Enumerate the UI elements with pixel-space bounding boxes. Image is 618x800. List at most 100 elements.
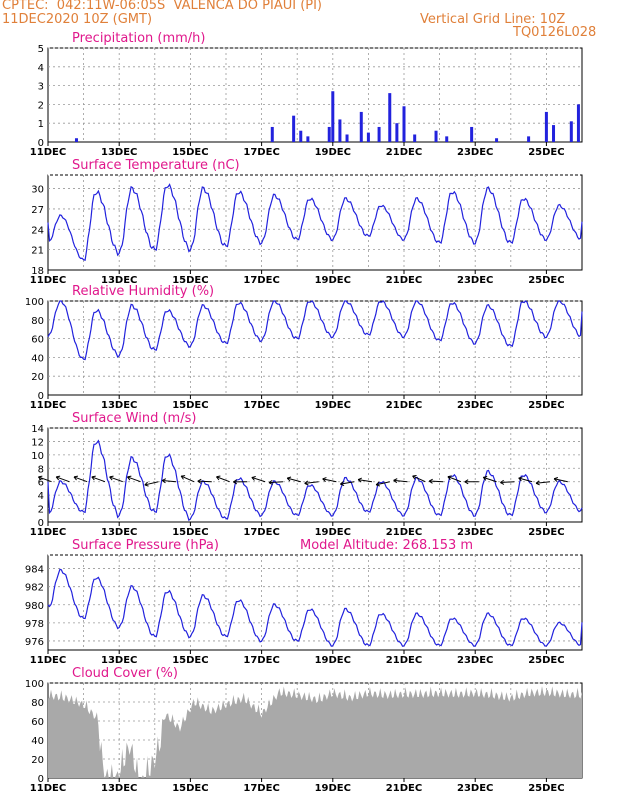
cloud-xtick-label: 21DEC [386, 783, 422, 794]
press-xtick-label: 25DEC [528, 655, 564, 666]
wind-arrow-head [340, 481, 345, 487]
precip-xtick-label: 21DEC [386, 147, 422, 158]
cloud-ytick-label: 20 [31, 755, 44, 766]
wind-arrow [518, 477, 533, 483]
precip-bar [470, 126, 474, 142]
wind-arrow-head [161, 478, 167, 484]
temp-ytick-label: 21 [31, 246, 44, 257]
wind-xtick-label: 19DEC [315, 527, 351, 538]
wind-arrow [447, 476, 462, 483]
rh-xtick-label: 25DEC [528, 400, 564, 411]
press-title: Surface Pressure (hPa) [72, 538, 219, 553]
press-ytick-label: 982 [25, 583, 44, 594]
wind-arrow [56, 476, 70, 483]
rh-xtick-label: 13DEC [101, 400, 137, 411]
wind-arrow-head [518, 476, 523, 482]
wind-arrow-head [127, 475, 132, 481]
precip-bar [292, 115, 296, 142]
wind-arrow [197, 480, 212, 483]
temp-xtick-label: 13DEC [101, 275, 137, 286]
precip-xtick-label: 25DEC [528, 147, 564, 158]
temp-xtick-label: 19DEC [315, 275, 351, 286]
wind-arrow-head [322, 477, 327, 482]
rh-panel: 0 20 40 60 80 100 11DEC 13DEC 15DEC 17DEC 19DEC 21D… [25, 284, 583, 411]
press-xtick-label: 23DEC [457, 655, 493, 666]
precip-ytick-label: 1 [38, 119, 44, 130]
wind-ytick-label: 0 [38, 518, 44, 529]
wind-arrow [73, 476, 88, 483]
wind-arrow [375, 481, 390, 486]
cloud-xtick-label: 13DEC [101, 783, 137, 794]
wind-xtick-label: 23DEC [457, 527, 493, 538]
wind-arrow [38, 476, 52, 483]
wind-ytick-label: 10 [31, 451, 44, 462]
precip-bar [402, 106, 406, 142]
precip-bar [327, 126, 331, 142]
precip-bar [395, 123, 399, 142]
wind-ytick-label: 6 [38, 478, 44, 489]
temp-xtick-label: 25DEC [528, 275, 564, 286]
wind-series-line [47, 439, 583, 522]
precip-frame [47, 47, 583, 143]
precip-xtick-label: 23DEC [457, 147, 493, 158]
wind-arrow [162, 479, 177, 483]
wind-xtick-label: 15DEC [172, 527, 208, 538]
temp-xtick-label: 11DEC [30, 275, 66, 286]
press-xtick-label: 13DEC [101, 655, 137, 666]
precip-bar [527, 136, 531, 142]
wind-ytick-label: 12 [31, 437, 44, 448]
wind-frame [47, 427, 583, 523]
wind-ytick-label: 2 [38, 505, 44, 516]
wind-arrow-head [447, 475, 452, 481]
wind-ytick-label: 14 [31, 424, 44, 435]
wind-arrow [340, 481, 355, 485]
wind-arrow [91, 476, 106, 483]
temp-ytick-label: 27 [31, 205, 44, 216]
temp-title: Surface Temperature (nC) [72, 158, 240, 173]
wind-arrow [268, 481, 283, 484]
temp-panel: 18 21 24 27 30 11DEC 13DEC 15DEC 17DEC 19DEC 21DEC… [30, 158, 583, 286]
wind-arrow-head [268, 479, 273, 485]
wind-arrow [144, 481, 159, 486]
wind-xtick-label: 17DEC [243, 527, 279, 538]
rh-xtick-label: 21DEC [386, 400, 422, 411]
cloud-xtick-label: 25DEC [528, 783, 564, 794]
precip-bar [544, 111, 548, 142]
wind-arrow-head [412, 475, 417, 480]
wind-arrow-head [482, 475, 488, 481]
temp-ytick-label: 30 [31, 185, 44, 196]
wind-xtick-label: 25DEC [528, 527, 564, 538]
rh-xtick-label: 11DEC [30, 400, 66, 411]
press-ytick-label: 980 [25, 601, 44, 612]
precip-bar [495, 138, 499, 142]
wind-arrow-head [553, 476, 559, 482]
wind-arrow-head [144, 481, 149, 487]
precip-bar [576, 104, 580, 142]
cloud-xtick-label: 17DEC [243, 783, 279, 794]
precip-ytick-label: 3 [38, 82, 44, 93]
wind-arrow-head [535, 480, 540, 486]
press-ytick-label: 984 [25, 565, 44, 576]
wind-arrow-head [180, 475, 186, 480]
wind-arrow [535, 481, 551, 484]
header-grid-note: Vertical Grid Line: 10Z [420, 12, 566, 27]
precip-bar [388, 93, 392, 142]
precip-xtick-label: 17DEC [243, 147, 279, 158]
rh-ytick-label: 60 [31, 335, 44, 346]
wind-arrow-head [216, 475, 221, 481]
wind-arrow [287, 477, 301, 483]
cloud-ytick-label: 40 [31, 736, 44, 747]
press-xtick-label: 19DEC [315, 655, 351, 666]
precip-ytick-label: 4 [38, 63, 44, 74]
wind-arrow [393, 479, 408, 483]
header-date: 11DEC2020 10Z (GMT) [2, 12, 153, 27]
wind-title: Surface Wind (m/s) [72, 411, 196, 426]
wind-arrow [216, 476, 230, 483]
wind-xtick-label: 13DEC [101, 527, 137, 538]
cloud-area [48, 686, 582, 778]
wind-arrow-head [393, 478, 398, 484]
wind-arrow-head [304, 480, 309, 486]
rh-ytick-label: 40 [31, 353, 44, 364]
wind-ytick-label: 4 [38, 491, 44, 502]
wind-arrow-head [286, 476, 292, 482]
